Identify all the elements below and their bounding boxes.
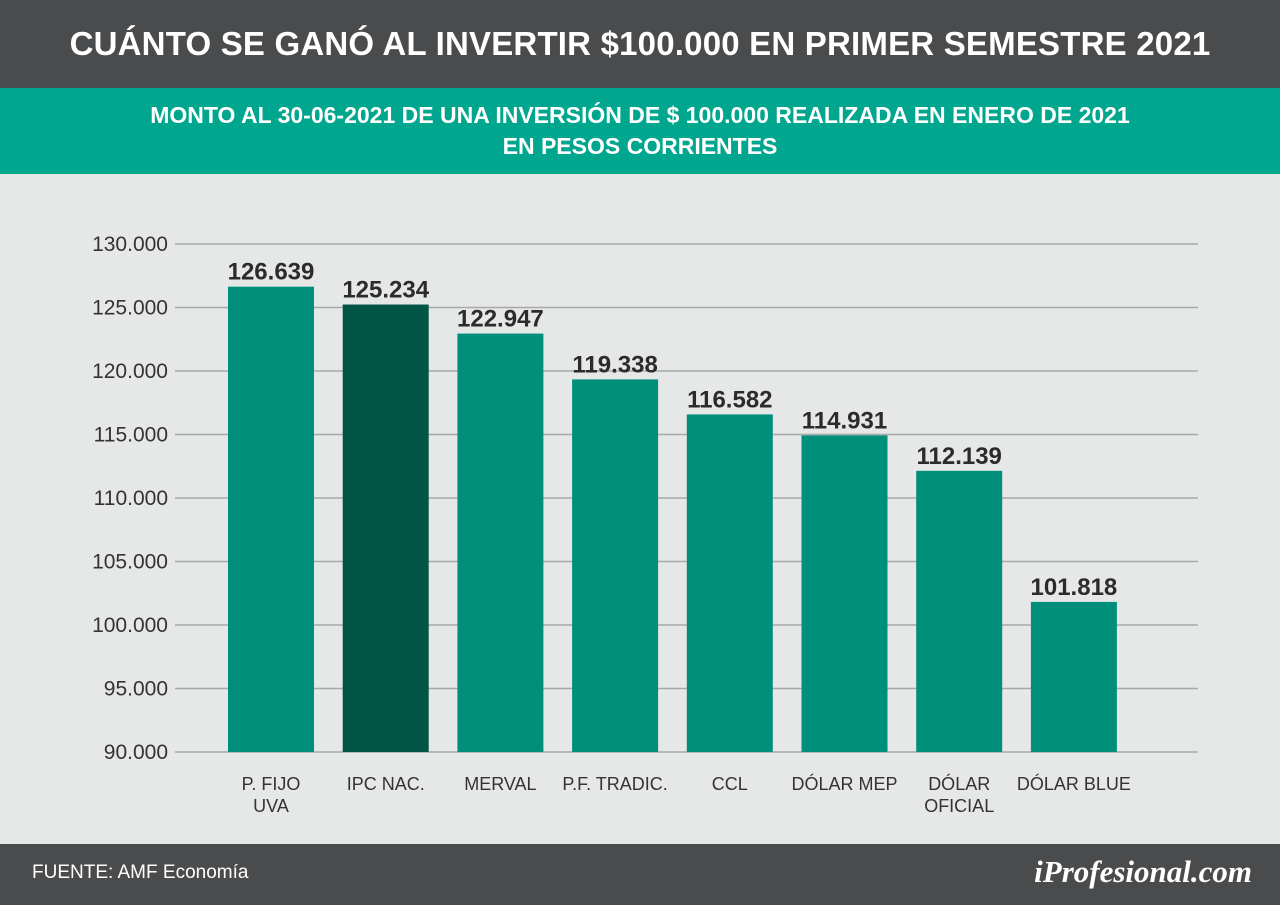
data-label: 125.234 [342,277,429,304]
bar-chart: 130.000 125.000 120.000 115.000 110.000 105.0… [92,233,1198,816]
bar [342,304,429,752]
chart-subtitle-line-1: MONTO AL 30-06-2021 DE UNA INVERSIÓN DE … [150,102,1130,128]
bar [1030,601,1117,752]
bar [916,470,1003,752]
x-tick-label: DÓLAR OFICIAL [924,773,994,816]
x-tick-label-line: P. FIJO [242,774,301,794]
y-tick-label: 90.000 [104,741,168,764]
chart-title: CUÁNTO SE GANÓ AL INVERTIR $100.000 EN P… [0,0,1280,88]
data-label: 126.639 [228,259,315,286]
x-tick-label: IPC NAC. [347,774,425,794]
bar [801,435,888,752]
data-label: 119.338 [572,351,657,378]
y-tick-label: 125.000 [92,297,168,320]
bars [228,286,1117,752]
x-tick-label: MERVAL [464,774,536,794]
x-tick-label: DÓLAR MEP [791,773,897,794]
data-label: 122.947 [457,306,544,333]
x-tick-label: CCL [712,774,748,794]
brand-logo[interactable]: iProfesional.com [1034,854,1252,889]
x-tick-label-line: P.F. TRADIC. [562,774,667,794]
labels: 130.000 125.000 120.000 115.000 110.000 105.0… [92,233,1131,816]
bar [572,379,659,752]
x-tick-label: P.F. TRADIC. [562,774,667,794]
bar [457,333,544,752]
chart-title-text: CUÁNTO SE GANÓ AL INVERTIR $100.000 EN P… [69,25,1211,62]
source-text: FUENTE: AMF Economía [32,862,249,883]
chart-subtitle-line-2: EN PESOS CORRIENTES [502,133,778,159]
bar [686,414,773,752]
x-tick-label: DÓLAR BLUE [1017,773,1131,794]
x-tick-label-line: DÓLAR MEP [791,773,897,794]
x-tick-label-line: CCL [712,774,748,794]
data-label: 114.931 [802,407,887,434]
x-tick-label-line: MERVAL [464,774,536,794]
data-label: 101.818 [1031,574,1118,601]
y-tick-label: 110.000 [94,487,168,510]
y-tick-label: 120.000 [92,360,168,383]
data-label: 116.582 [687,386,772,413]
x-tick-label-line: OFICIAL [924,796,994,816]
x-tick-label-line: IPC NAC. [347,774,425,794]
x-tick-label-line: DÓLAR BLUE [1017,773,1131,794]
data-label: 112.139 [916,443,1001,470]
y-tick-label: 100.000 [92,614,168,637]
x-tick-label-line: DÓLAR [928,773,990,794]
y-tick-label: 105.000 [92,551,168,574]
y-tick-label: 130.000 [92,233,168,256]
chart-subtitle: MONTO AL 30-06-2021 DE UNA INVERSIÓN DE … [0,88,1280,174]
bar [228,286,314,752]
x-tick-label-line: UVA [253,796,289,816]
y-tick-label: 95.000 [104,678,168,701]
x-tick-label: P. FIJO UVA [242,774,301,816]
footer: FUENTE: AMF Economía iProfesional.com [0,844,1280,905]
y-tick-label: 115.000 [94,424,168,447]
